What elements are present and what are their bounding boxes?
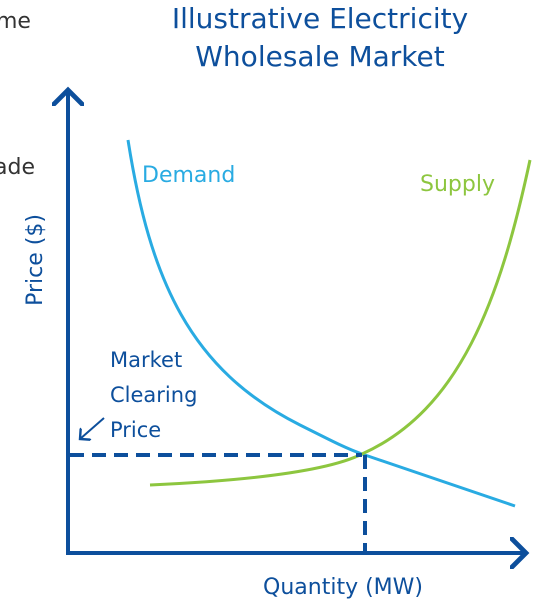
supply-label: Supply	[420, 172, 495, 197]
supply-curve	[149, 159, 532, 487]
annotation-line: Price	[110, 418, 161, 442]
annotation-arrow	[80, 417, 105, 439]
x-axis-label: Quantity (MW)	[263, 575, 423, 600]
annotation-line: Clearing	[110, 383, 197, 407]
cropped-text: ade	[0, 155, 35, 180]
cropped-text: me	[0, 9, 31, 34]
title-line: Wholesale Market	[195, 40, 444, 73]
title-line: Illustrative Electricity	[172, 2, 468, 35]
annotation-line: Market	[110, 348, 182, 372]
demand-curve	[126, 139, 516, 508]
demand-label: Demand	[142, 163, 235, 188]
y-axis-label: Price ($)	[23, 214, 48, 306]
